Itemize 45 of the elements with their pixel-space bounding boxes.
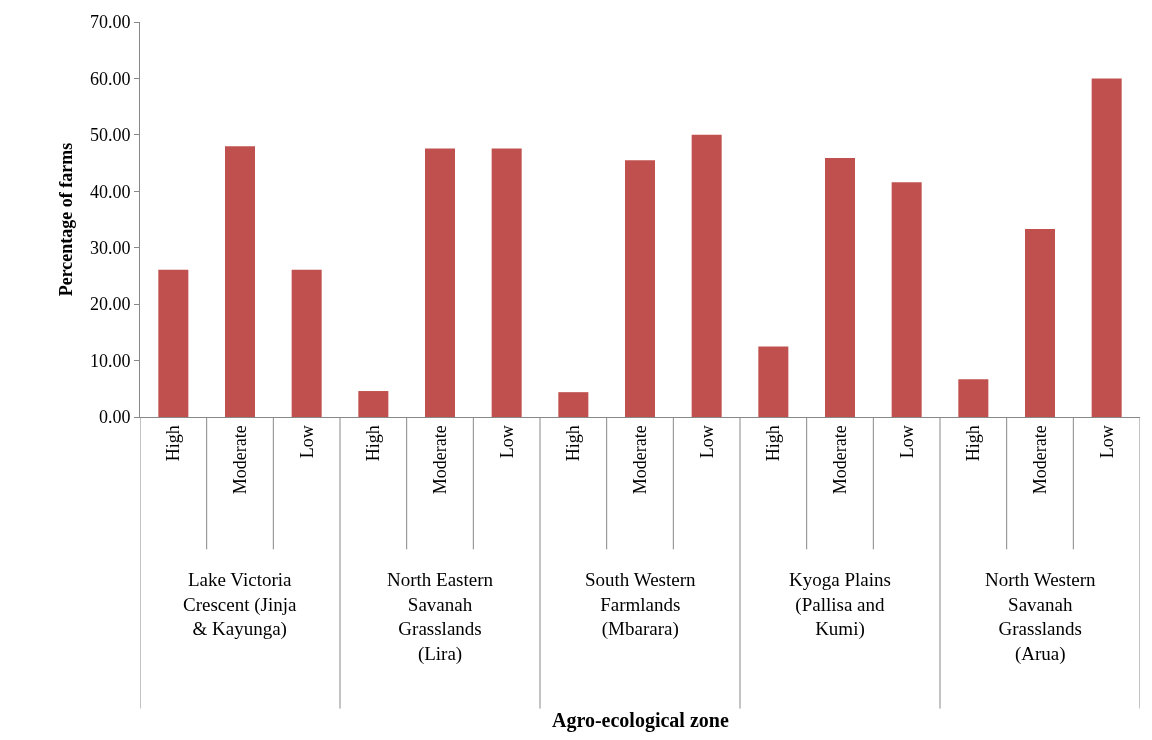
bar	[758, 346, 789, 417]
bar	[225, 146, 255, 417]
x-tick-label: Moderate	[629, 425, 650, 495]
y-tick-label: 60.00	[89, 68, 131, 89]
bar	[358, 391, 389, 417]
x-tick-label: High	[763, 425, 784, 462]
bar	[958, 379, 989, 417]
y-tick-label: 40.00	[89, 181, 131, 202]
bar	[625, 160, 655, 417]
bar	[158, 269, 189, 417]
bar	[691, 134, 722, 417]
text: North Eastern Savanah Grasslands (Lira)	[387, 569, 494, 666]
bar	[491, 148, 522, 417]
text: South Western Farmlands (Mbarara)	[585, 569, 697, 641]
x-tick-label: High	[563, 425, 584, 462]
x-tick-label: Low	[1096, 425, 1117, 459]
x-tick-label: Moderate	[229, 425, 250, 495]
text: Agro-ecological zone	[552, 709, 729, 732]
bar	[825, 157, 855, 417]
x-tick-label: Moderate	[1029, 425, 1050, 495]
y-tick-label: 70.00	[89, 12, 131, 33]
x-tick-label: Moderate	[429, 425, 450, 495]
x-tick-label: Low	[896, 425, 917, 459]
x-tick-label: High	[963, 425, 984, 462]
x-tick-label: High	[163, 425, 184, 462]
x-tick-label: Moderate	[829, 425, 850, 495]
bar	[425, 148, 455, 417]
bar	[558, 392, 589, 417]
text: North Western Savanah Grasslands (Arua)	[985, 569, 1097, 666]
text: Lake Victoria Crescent (Jinja & Kayunga)	[183, 569, 297, 641]
y-tick-label: 50.00	[89, 125, 131, 146]
text: Kyoga Plains (Pallisa and Kumi)	[789, 569, 891, 641]
x-tick-label: Low	[696, 425, 717, 459]
x-tick-label: High	[363, 425, 384, 462]
bar	[1025, 229, 1055, 417]
bar	[291, 269, 322, 417]
bar	[1091, 78, 1122, 417]
y-tick-label: 10.00	[89, 350, 131, 371]
y-axis-title: Percentage of farms	[56, 142, 77, 297]
y-tick-label: 0.00	[98, 407, 131, 428]
y-tick-label: 30.00	[89, 238, 131, 259]
bar	[891, 182, 922, 417]
x-tick-label: Low	[496, 425, 517, 459]
y-tick-label: 20.00	[89, 294, 131, 315]
x-tick-label: Low	[296, 425, 317, 459]
